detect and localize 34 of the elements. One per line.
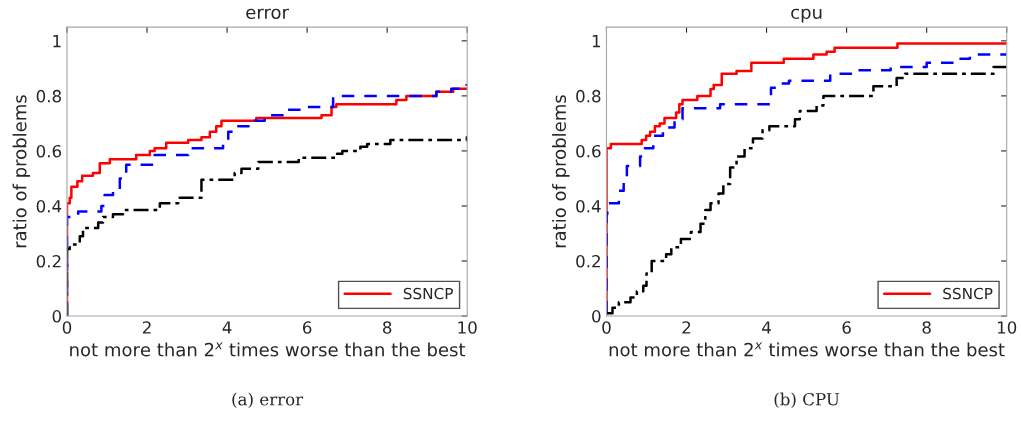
- x-tick-label: 0: [62, 321, 72, 334]
- y-tick-label: 0.6: [576, 144, 601, 158]
- x-axis-title: not more than 2$^{x}$ times worse than the best: [609, 342, 1005, 357]
- y-tick-label: 0.2: [576, 254, 600, 268]
- x-tick-label: 8: [922, 321, 931, 334]
- y-tick-label: 1: [53, 35, 61, 48]
- y-tick-label: 0.4: [36, 199, 62, 213]
- y-tick-label: 0: [592, 310, 601, 323]
- x-tick-label: 0: [602, 321, 611, 334]
- legend-label: SSNCP: [943, 287, 993, 300]
- x-tick-label: 2: [142, 321, 151, 334]
- y-tick-label: 0.2: [36, 254, 61, 268]
- x-tick-label: 10: [997, 321, 1017, 334]
- y-tick-label: 0.8: [36, 89, 61, 103]
- chart-title: cpu: [791, 8, 822, 23]
- y-tick-label: 1: [592, 35, 601, 48]
- x-tick-label: 8: [382, 321, 392, 334]
- chart-title: error: [246, 8, 289, 20]
- y-axis-title: ratio of problems: [12, 95, 31, 248]
- y-axis-title: ratio of problems: [552, 95, 570, 248]
- x-tick-label: 10: [458, 321, 477, 334]
- x-tick-label: 4: [222, 321, 232, 334]
- x-tick-label: 6: [842, 321, 851, 334]
- x-axis-title: not more than 2$^{x}$ times worse than the best: [70, 342, 466, 357]
- y-tick-label: 0: [52, 310, 62, 323]
- text: (b) CPU: [774, 392, 840, 408]
- x-tick-label: 2: [682, 321, 691, 334]
- x-tick-label: 4: [762, 321, 771, 334]
- y-tick-label: 0.6: [36, 144, 62, 158]
- y-tick-label: 0.4: [576, 199, 601, 213]
- legend-label: SSNCP: [403, 287, 453, 300]
- x-tick-label: 6: [302, 321, 312, 334]
- text: (a) error: [232, 392, 304, 408]
- y-tick-label: 0.8: [576, 89, 601, 103]
